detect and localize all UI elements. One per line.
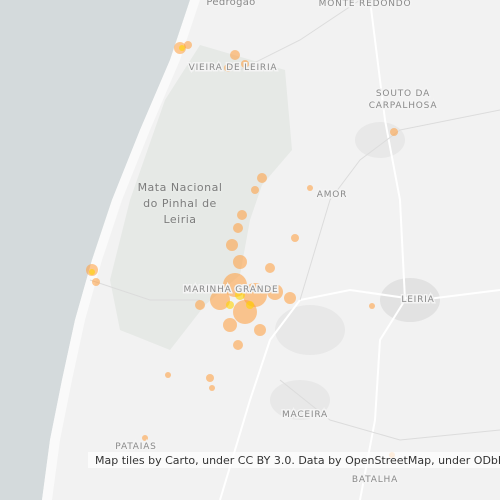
density-dot [230, 50, 240, 60]
place-label: BATALHA [352, 475, 398, 485]
urban-area [355, 122, 405, 158]
density-dot [195, 300, 205, 310]
road [299, 109, 500, 301]
forest [110, 45, 292, 350]
density-core [89, 269, 95, 275]
density-dot [241, 60, 249, 68]
place-label: SOUTO DA [376, 89, 430, 99]
place-label: AMOR [317, 190, 347, 200]
sea [0, 0, 190, 500]
density-dot [251, 186, 259, 194]
forest-label: Mata Nacional [138, 181, 223, 194]
road [239, 0, 361, 71]
density-dot [257, 173, 267, 183]
density-core [246, 301, 254, 309]
place-label: VIEIRA DE LEIRIA [189, 63, 278, 73]
density-dot [142, 435, 148, 441]
beach [42, 0, 200, 500]
road [279, 379, 500, 441]
place-label: MONTE REDONDO [319, 0, 412, 9]
roads [89, 0, 500, 500]
density-core [235, 290, 245, 300]
attribution-background [88, 452, 500, 468]
density-dot [254, 324, 266, 336]
density-dot [291, 234, 299, 242]
density-dot [223, 318, 237, 332]
density-dot [233, 223, 243, 233]
density-dots [86, 41, 398, 458]
density-dot [265, 263, 275, 273]
density-dot [224, 64, 232, 72]
road [89, 279, 200, 301]
density-dot [369, 303, 375, 309]
density-dot [237, 210, 247, 220]
place-label: LEIRIA [401, 295, 434, 305]
place-label: PATAIAS [115, 442, 156, 452]
density-dot [233, 255, 247, 269]
forest-label: Leiria [163, 213, 196, 226]
density-dot [92, 278, 100, 286]
place-label: MARINHA GRANDE [184, 285, 279, 295]
density-dot [307, 185, 313, 191]
density-dot [210, 290, 230, 310]
forest-label: do Pinhal de [143, 197, 217, 210]
density-dot [206, 374, 214, 382]
density-dot [165, 372, 171, 378]
urban-area [380, 278, 440, 322]
density-dot [233, 340, 243, 350]
place-label: MACEIRA [282, 410, 328, 420]
labels: Pedrógão MONTE REDONDO VIEIRA DE LEIRIA … [114, 0, 438, 487]
density-dot [209, 385, 215, 391]
urban-area [275, 305, 345, 355]
place-label: Pedrógão [206, 0, 255, 8]
place-label: CARPALHOSA [369, 101, 438, 111]
density-core [226, 301, 234, 309]
density-dot [390, 128, 398, 136]
density-dot [184, 41, 192, 49]
attribution: Map tiles by Carto, under CC BY 3.0. Dat… [95, 454, 500, 467]
density-core [179, 45, 185, 51]
density-dot [226, 239, 238, 251]
density-dot [267, 284, 283, 300]
road [359, 0, 407, 500]
urban-area [270, 380, 330, 420]
density-dot [284, 292, 296, 304]
urban-areas [270, 122, 440, 420]
